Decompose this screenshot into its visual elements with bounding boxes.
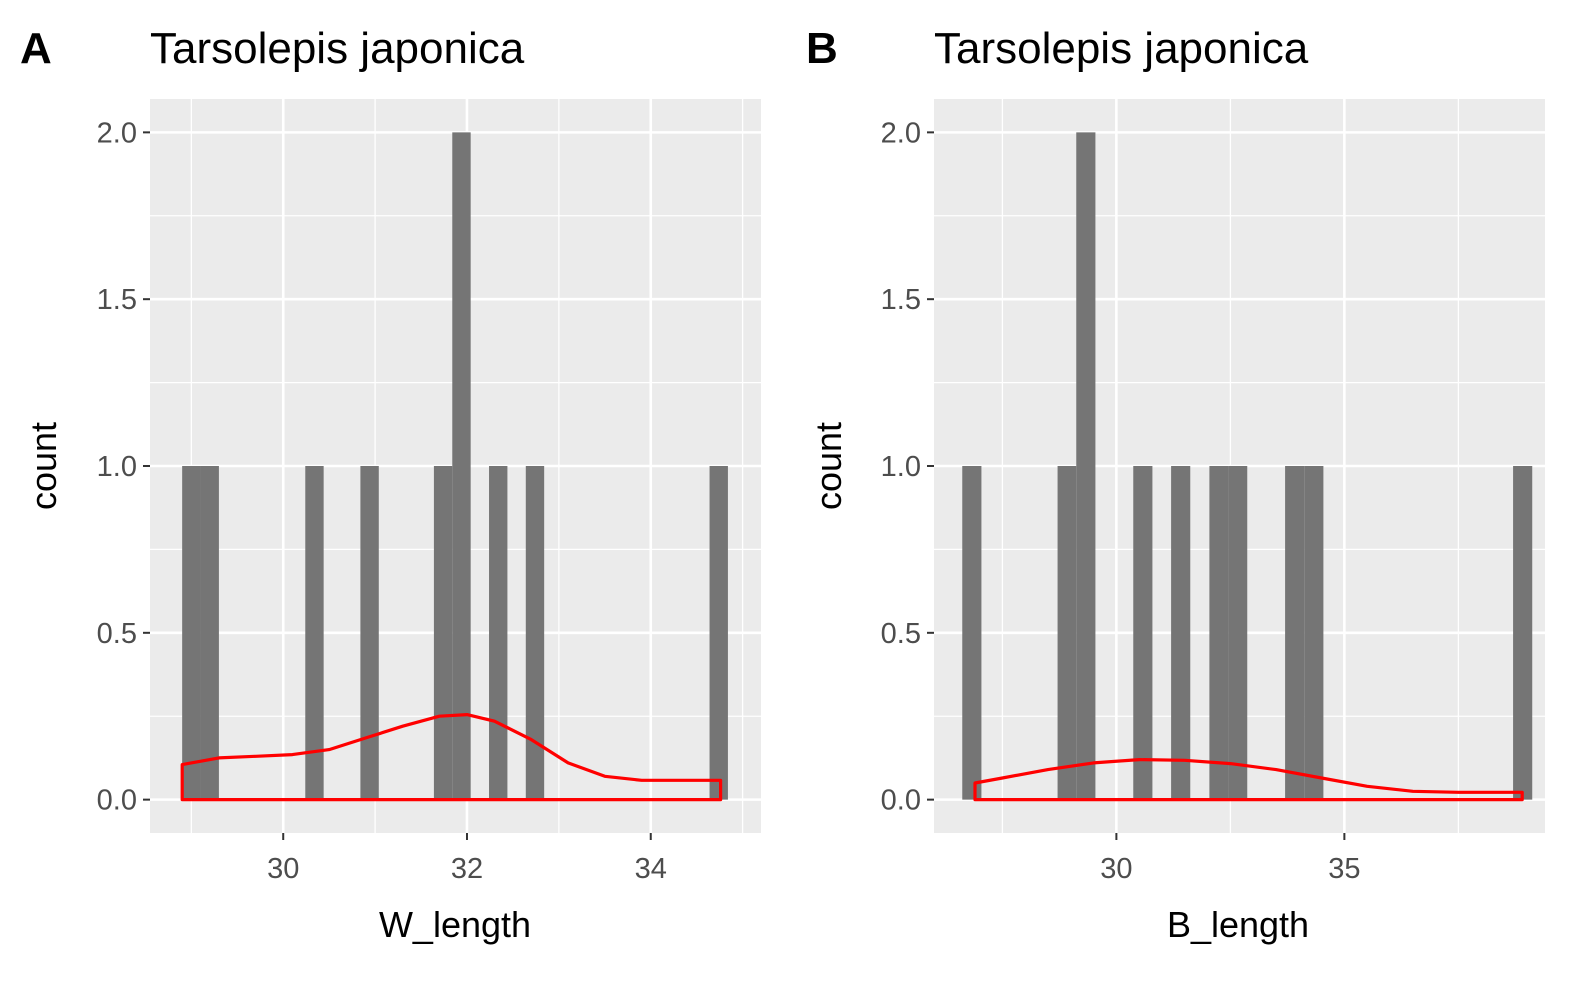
histogram-bar	[1285, 466, 1305, 800]
histogram-bar	[489, 466, 508, 800]
histogram-bar	[1076, 132, 1096, 800]
x-tick-label: 35	[1328, 853, 1360, 885]
y-tick-label: 1.0	[97, 451, 137, 483]
y-axis-title: count	[808, 422, 849, 510]
histogram-bar	[1209, 466, 1229, 800]
histogram-bar	[200, 466, 219, 800]
y-tick-label: 1.5	[881, 284, 921, 316]
histogram-bar	[962, 466, 982, 800]
y-tick-label: 0.5	[881, 618, 921, 650]
x-axis-title: W_length	[379, 904, 531, 945]
histogram-bar	[433, 466, 453, 800]
histogram-bar	[452, 132, 471, 800]
x-axis-title: B_length	[1167, 904, 1309, 945]
x-tick-label: 32	[451, 853, 483, 885]
histogram-bar	[182, 466, 201, 800]
density-curve	[973, 758, 1524, 802]
panel-b: 0.0 0.5 1.0 1.5 2.0 30 35 B Tarsolepis japonica…	[806, 24, 1545, 945]
histogram-bar	[1228, 466, 1248, 800]
y-tick-label: 2.0	[97, 117, 137, 149]
y-tick-label: 1.0	[881, 451, 921, 483]
y-tick-label: 0.0	[881, 785, 921, 817]
histogram-bar	[1171, 466, 1191, 800]
y-tick-label: 0.0	[97, 785, 137, 817]
histogram-bar	[525, 466, 545, 800]
y-axis-title: count	[23, 422, 64, 510]
histogram-bar	[1133, 466, 1153, 800]
x-tick-label: 30	[1100, 853, 1132, 885]
chart-title: Tarsolepis japonica	[934, 24, 1309, 73]
x-tick-label: 34	[635, 853, 667, 885]
histogram-bar	[709, 466, 728, 800]
y-tick-label: 0.5	[97, 618, 137, 650]
chart-title: Tarsolepis japonica	[150, 24, 525, 73]
histogram-bar	[1513, 466, 1533, 800]
histogram-bar	[1304, 466, 1324, 800]
x-tick-label: 30	[267, 853, 299, 885]
plot-area: 0.0 0.5 1.0 1.5 2.0 30 35	[881, 99, 1545, 885]
plot-area: 0.0 0.5 1.0 1.5 2.0 30 32 34	[97, 99, 761, 885]
histogram-bar	[360, 466, 379, 800]
y-tick-label: 2.0	[881, 117, 921, 149]
histogram-bar	[305, 466, 324, 800]
y-tick-label: 1.5	[97, 284, 137, 316]
histogram-bar	[1057, 466, 1077, 800]
panel-label: B	[806, 24, 838, 73]
panel-a: 0.0 0.5 1.0 1.5 2.0 30 32 34 A Tarsolepis japoni…	[20, 24, 761, 945]
panel-label: A	[20, 24, 52, 73]
density-curve	[180, 713, 723, 802]
